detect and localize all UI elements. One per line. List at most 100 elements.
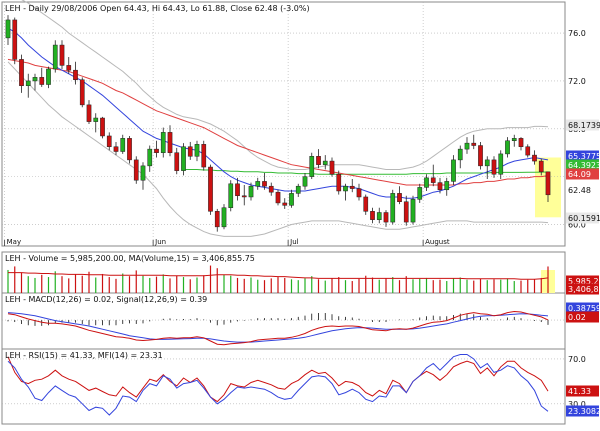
candle-body: [471, 142, 477, 146]
candle-body: [451, 159, 456, 182]
rsi-panel-frame: [1, 348, 566, 425]
macd-value-tag-bg: [566, 311, 599, 323]
macd-panel-title: LEH - MACD(12,26) = 0.02, Signal(12,26,9…: [5, 295, 207, 304]
candle-body: [113, 146, 119, 152]
candle-body: [268, 185, 274, 193]
rsi-value-tag: 41.33: [568, 387, 591, 396]
candle-body: [66, 65, 72, 71]
candle-body: [262, 181, 267, 187]
x-month-label: Jun: [154, 238, 166, 246]
rsi-layer: [7, 354, 549, 416]
candle-body: [430, 177, 436, 183]
candle-body: [505, 140, 510, 155]
candle-body: [383, 212, 389, 223]
candle-body: [25, 80, 31, 86]
candle-body: [147, 148, 153, 167]
mfi-value-tag-bg: [566, 405, 599, 417]
candle-body: [309, 156, 315, 177]
candle-body: [289, 193, 294, 206]
candle-body: [19, 59, 24, 86]
price-value-tag-bg: [566, 150, 599, 162]
volume-average-tag-bg: [566, 283, 599, 295]
macd-value-tag: 0.02: [568, 313, 586, 322]
candle-body: [403, 201, 409, 223]
candle-body: [221, 207, 227, 228]
lower-band-line: [7, 61, 549, 237]
candle-body: [86, 104, 92, 122]
rsi-line: [7, 356, 549, 403]
candlestick-layer: [5, 15, 551, 232]
candle-body: [424, 177, 429, 188]
price-value-tag: 62.48: [568, 186, 591, 195]
candle-body: [410, 199, 416, 223]
candle-body: [248, 185, 254, 198]
candle-body: [316, 156, 321, 165]
candle-body: [235, 183, 240, 197]
candle-body: [538, 160, 544, 173]
bollinger-band-layer: [7, 0, 549, 237]
candle-body: [370, 211, 375, 220]
candle-body: [127, 138, 132, 161]
candle-body: [397, 193, 402, 202]
candle-body: [194, 144, 200, 157]
price-panel-title: LEH - Daily 29/08/2006 Open 64.43, Hi 64…: [5, 4, 310, 13]
candle-body: [457, 148, 463, 161]
price-y-tick-label: 72.0: [568, 77, 586, 86]
x-month-label: May: [7, 238, 21, 246]
candle-body: [201, 144, 207, 168]
candle-body: [228, 183, 234, 208]
candle-body: [241, 195, 247, 198]
candle-body: [302, 176, 308, 187]
candle-body: [174, 152, 180, 171]
rsi-panel-title: LEH - RSI(15) = 41.33, MFI(14) = 23.31: [5, 351, 163, 360]
candle-body: [336, 173, 342, 192]
candle-body: [106, 135, 112, 147]
macd-signal-tag-bg: [566, 302, 599, 314]
price-value-tag-bg: [566, 168, 599, 180]
macd-signal-tag: 0.38759: [568, 304, 600, 313]
macd-signal-line: [7, 312, 549, 343]
rsi-value-tag-bg: [566, 385, 599, 397]
candle-body: [491, 159, 497, 175]
candle-body: [511, 138, 517, 141]
candle-body: [255, 181, 261, 187]
candle-body: [329, 160, 335, 175]
volume-value-tag-bg: [566, 275, 599, 287]
price-value-tag: 68.1739: [568, 121, 600, 130]
price-y-tick-label: 60.0: [568, 220, 586, 229]
candle-body: [444, 181, 450, 191]
candle-body: [52, 44, 58, 70]
candle-body: [181, 146, 186, 171]
candle-body: [498, 153, 504, 175]
candle-body: [160, 132, 166, 153]
price-value-tag: 65.3775: [568, 152, 600, 161]
candle-body: [532, 154, 537, 162]
candle-body: [12, 19, 18, 60]
candle-body: [140, 165, 146, 181]
candle-body: [343, 185, 348, 192]
candle-body: [478, 145, 483, 167]
candle-body: [5, 19, 11, 39]
price-value-tag-bg: [566, 119, 599, 131]
candle-body: [167, 132, 173, 153]
candle-body: [390, 193, 396, 223]
macd-line: [7, 310, 549, 346]
candle-body: [484, 159, 490, 167]
candle-body: [322, 160, 328, 165]
candle-body: [376, 212, 382, 220]
x-month-label: August: [425, 238, 450, 246]
candle-body: [100, 117, 105, 137]
price-value-tag-bg: [566, 212, 599, 224]
rsi-y-tick-label: 70.0: [568, 355, 586, 364]
candle-body: [464, 142, 470, 150]
price-value-tag-bg: [566, 159, 599, 171]
macd-layer: [7, 310, 549, 346]
price-value-tag: 60.1591: [568, 214, 600, 223]
candle-body: [437, 182, 443, 191]
candle-body: [73, 69, 78, 80]
price-value-tag-bg: [566, 184, 599, 196]
candle-body: [59, 44, 65, 66]
volume-average-tag: 3,406,856: [568, 285, 600, 294]
volume-value-tag: 5,985,200: [568, 277, 600, 286]
